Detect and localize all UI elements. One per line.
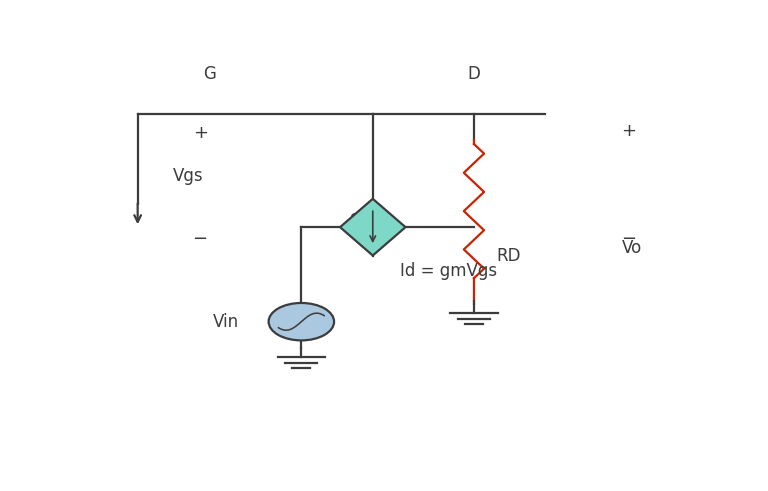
Text: Id = gmVgs: Id = gmVgs [399,262,497,280]
Text: Vgs: Vgs [173,167,204,185]
Ellipse shape [269,303,334,340]
Text: −: − [621,229,636,247]
Text: D: D [468,65,481,83]
Text: +: + [193,124,207,141]
Text: +: + [621,122,636,140]
Text: −: − [193,229,207,247]
Text: Vo: Vo [621,239,642,257]
Text: RD: RD [496,246,521,265]
Polygon shape [340,199,406,255]
Text: Vin: Vin [213,313,239,330]
Text: G: G [203,65,216,83]
Text: S: S [349,212,360,230]
